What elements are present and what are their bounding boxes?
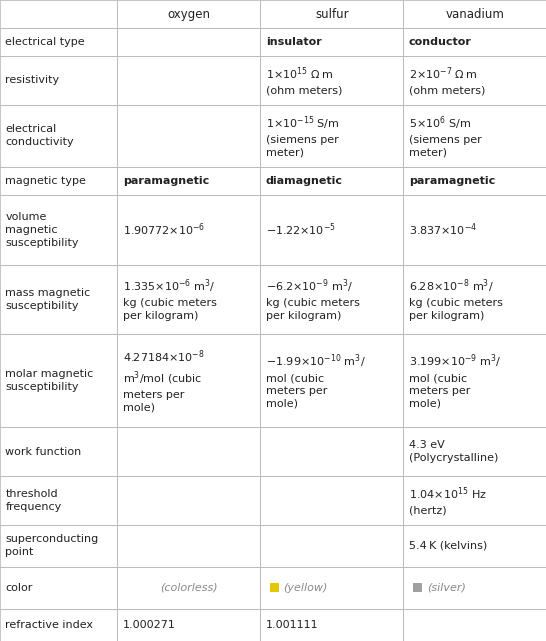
Text: conductor: conductor xyxy=(409,37,472,47)
Bar xyxy=(0,265,117,334)
Bar xyxy=(403,476,546,525)
Bar xyxy=(117,0,260,28)
Bar xyxy=(403,608,546,641)
Text: molar magnetic
susceptibility: molar magnetic susceptibility xyxy=(5,369,94,392)
Text: 1.000271: 1.000271 xyxy=(123,620,176,629)
Bar xyxy=(0,608,117,641)
Bar xyxy=(260,0,403,28)
Bar xyxy=(260,334,403,428)
Bar xyxy=(117,334,260,428)
Bar xyxy=(0,567,117,608)
Bar xyxy=(0,0,117,28)
Text: 4.3 eV
(Polycrystalline): 4.3 eV (Polycrystalline) xyxy=(409,440,498,463)
Bar xyxy=(260,28,403,56)
Text: (silver): (silver) xyxy=(426,583,466,593)
Bar xyxy=(0,28,117,56)
Text: 4.27184×10$^{-8}$
m$^3$/mol (cubic
meters per
mole): 4.27184×10$^{-8}$ m$^3$/mol (cubic meter… xyxy=(123,349,205,413)
Bar xyxy=(0,428,117,476)
Text: electrical
conductivity: electrical conductivity xyxy=(5,124,74,147)
Bar xyxy=(117,195,260,265)
Bar xyxy=(260,195,403,265)
Bar xyxy=(260,167,403,195)
Bar xyxy=(0,195,117,265)
Bar xyxy=(0,525,117,567)
Bar xyxy=(117,56,260,104)
Bar xyxy=(117,525,260,567)
Bar xyxy=(403,195,546,265)
Text: mass magnetic
susceptibility: mass magnetic susceptibility xyxy=(5,288,91,311)
Bar xyxy=(117,265,260,334)
Text: electrical type: electrical type xyxy=(5,37,85,47)
Text: 5×10$^{6}$ S/m
(siemens per
meter): 5×10$^{6}$ S/m (siemens per meter) xyxy=(409,114,482,158)
Text: threshold
frequency: threshold frequency xyxy=(5,489,62,512)
Text: refractive index: refractive index xyxy=(5,620,93,629)
Bar xyxy=(403,525,546,567)
Text: 1×10$^{-15}$ S/m
(siemens per
meter): 1×10$^{-15}$ S/m (siemens per meter) xyxy=(266,114,340,158)
Text: 1.04×10$^{15}$ Hz
(hertz): 1.04×10$^{15}$ Hz (hertz) xyxy=(409,486,487,515)
Text: work function: work function xyxy=(5,447,82,457)
Text: 2×10$^{-7}$ Ω m
(ohm meters): 2×10$^{-7}$ Ω m (ohm meters) xyxy=(409,66,485,95)
Bar xyxy=(403,0,546,28)
Bar xyxy=(0,104,117,167)
Bar xyxy=(117,567,260,608)
Bar xyxy=(403,28,546,56)
Bar xyxy=(0,476,117,525)
Bar xyxy=(260,428,403,476)
Bar xyxy=(403,567,546,608)
Bar xyxy=(260,608,403,641)
Bar xyxy=(403,56,546,104)
Text: 3.199×10$^{-9}$ m$^3$/
mol (cubic
meters per
mole): 3.199×10$^{-9}$ m$^3$/ mol (cubic meters… xyxy=(409,353,502,409)
Bar xyxy=(413,583,422,592)
Text: insulator: insulator xyxy=(266,37,322,47)
Bar xyxy=(117,608,260,641)
Text: (colorless): (colorless) xyxy=(160,583,218,593)
Bar xyxy=(117,104,260,167)
Text: superconducting
point: superconducting point xyxy=(5,535,99,557)
Text: paramagnetic: paramagnetic xyxy=(409,176,495,186)
Bar xyxy=(117,28,260,56)
Bar xyxy=(260,265,403,334)
Bar xyxy=(403,167,546,195)
Text: 3.837×10$^{-4}$: 3.837×10$^{-4}$ xyxy=(409,222,477,238)
Bar xyxy=(117,428,260,476)
Text: volume
magnetic
susceptibility: volume magnetic susceptibility xyxy=(5,212,79,247)
Text: oxygen: oxygen xyxy=(168,8,210,21)
Bar xyxy=(270,583,279,592)
Text: paramagnetic: paramagnetic xyxy=(123,176,209,186)
Bar xyxy=(403,265,546,334)
Text: 6.28×10$^{-8}$ m$^3$/
kg (cubic meters
per kilogram): 6.28×10$^{-8}$ m$^3$/ kg (cubic meters p… xyxy=(409,278,503,321)
Text: 1.001111: 1.001111 xyxy=(266,620,318,629)
Bar xyxy=(260,525,403,567)
Bar xyxy=(0,334,117,428)
Text: −1.99×10$^{-10}$ m$^3$/
mol (cubic
meters per
mole): −1.99×10$^{-10}$ m$^3$/ mol (cubic meter… xyxy=(266,353,366,409)
Text: color: color xyxy=(5,583,33,593)
Text: 1.335×10$^{-6}$ m$^3$/
kg (cubic meters
per kilogram): 1.335×10$^{-6}$ m$^3$/ kg (cubic meters … xyxy=(123,278,217,321)
Text: 5.4 K (kelvins): 5.4 K (kelvins) xyxy=(409,541,487,551)
Bar xyxy=(117,167,260,195)
Text: vanadium: vanadium xyxy=(446,8,504,21)
Text: resistivity: resistivity xyxy=(5,76,60,85)
Bar xyxy=(0,56,117,104)
Text: sulfur: sulfur xyxy=(315,8,349,21)
Bar xyxy=(403,334,546,428)
Bar xyxy=(403,428,546,476)
Bar xyxy=(403,104,546,167)
Bar xyxy=(260,104,403,167)
Bar xyxy=(117,476,260,525)
Bar xyxy=(260,56,403,104)
Text: −1.22×10$^{-5}$: −1.22×10$^{-5}$ xyxy=(266,222,336,238)
Text: diamagnetic: diamagnetic xyxy=(266,176,343,186)
Text: magnetic type: magnetic type xyxy=(5,176,86,186)
Text: (yellow): (yellow) xyxy=(283,583,328,593)
Bar xyxy=(0,167,117,195)
Bar xyxy=(260,567,403,608)
Bar xyxy=(260,476,403,525)
Text: −6.2×10$^{-9}$ m$^3$/
kg (cubic meters
per kilogram): −6.2×10$^{-9}$ m$^3$/ kg (cubic meters p… xyxy=(266,278,360,321)
Text: 1.90772×10$^{-6}$: 1.90772×10$^{-6}$ xyxy=(123,222,205,238)
Text: 1×10$^{15}$ Ω m
(ohm meters): 1×10$^{15}$ Ω m (ohm meters) xyxy=(266,66,342,95)
